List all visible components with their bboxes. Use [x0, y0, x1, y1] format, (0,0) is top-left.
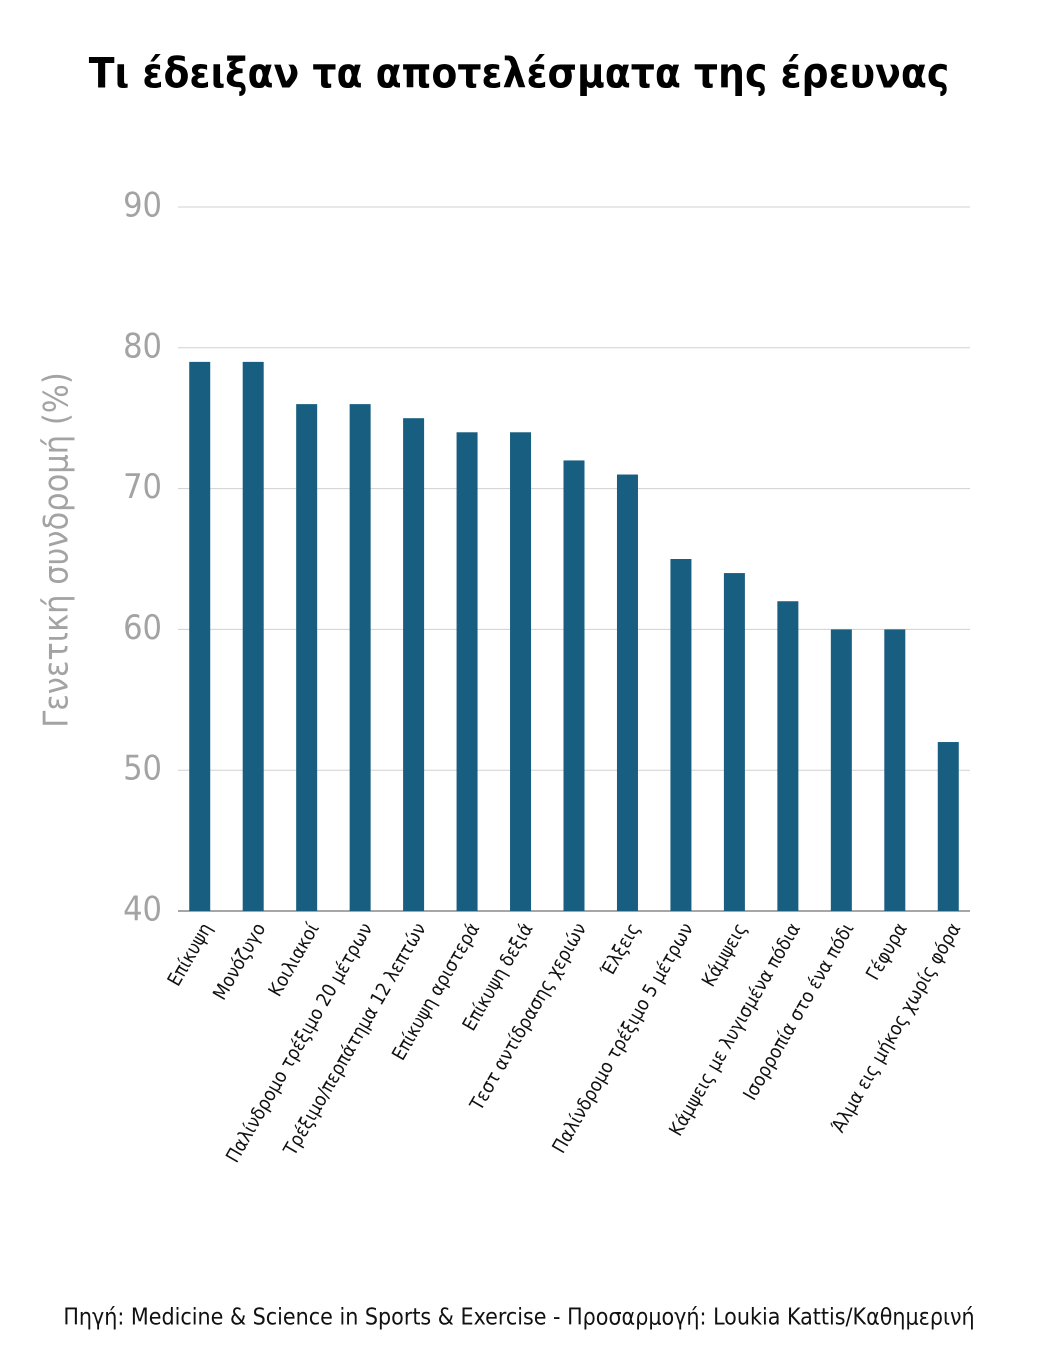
x-tick-label: Μονόζυγο — [209, 919, 271, 1004]
bar — [670, 559, 692, 911]
y-tick-label: 60 — [123, 608, 162, 648]
chart-title: Τι έδειξαν τα αποτελέσματα της έρευνας — [89, 49, 950, 98]
x-tick-label: Έλξεις — [596, 919, 644, 981]
bar — [563, 460, 585, 911]
bar — [296, 404, 318, 911]
bar — [884, 629, 906, 911]
x-tick-label: Γέφυρα — [862, 919, 912, 984]
y-tick-label: 50 — [123, 749, 162, 789]
y-tick-label: 70 — [123, 467, 162, 507]
y-tick-label: 90 — [123, 186, 162, 226]
x-tick-label: Επίκυψη — [163, 919, 217, 990]
bar — [777, 601, 799, 911]
x-tick-label: Κάμψεις — [698, 919, 752, 990]
bar — [723, 573, 745, 911]
bar — [510, 432, 532, 911]
bar — [403, 418, 425, 911]
bar — [189, 361, 211, 911]
bar — [456, 432, 478, 911]
y-axis-label: Γενετική συνδρομή (%) — [37, 372, 77, 728]
bar — [937, 742, 959, 911]
y-tick-label: 80 — [123, 326, 162, 366]
bar — [830, 629, 852, 911]
x-tick-label: Κοιλιακοί — [264, 919, 324, 1000]
source: Πηγή: Medicine & Science in Sports & Exe… — [63, 1305, 974, 1331]
bar — [349, 404, 371, 911]
bar — [242, 361, 264, 911]
bar — [616, 474, 638, 911]
y-tick-label: 40 — [123, 890, 162, 930]
